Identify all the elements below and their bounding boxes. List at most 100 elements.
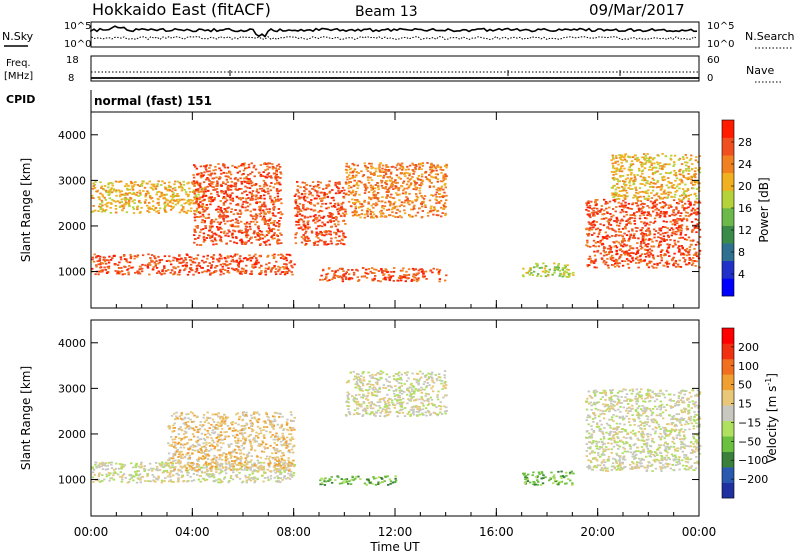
echo-cell <box>415 195 418 198</box>
echo-cell <box>432 213 435 216</box>
echo-cell <box>183 210 186 213</box>
echo-cell <box>592 212 595 214</box>
echo-cell <box>653 228 656 231</box>
echo-cell <box>345 162 348 165</box>
echo-cell <box>415 199 418 202</box>
echo-cell <box>592 260 595 263</box>
echo-cell <box>369 270 372 273</box>
echo-cell <box>263 183 266 186</box>
echo-cell <box>379 280 382 283</box>
echo-cell <box>344 223 347 225</box>
echo-cell <box>309 201 312 204</box>
echo-cell <box>351 191 355 194</box>
echo-cell <box>277 265 280 268</box>
echo-cell <box>411 169 414 171</box>
echo-cell <box>184 258 187 261</box>
echo-cell <box>671 223 674 226</box>
echo-cell <box>202 215 205 218</box>
echo-cell <box>674 223 677 226</box>
echo-cell <box>241 197 245 199</box>
echo-cell <box>616 183 619 185</box>
echo-cell <box>336 243 340 245</box>
echo-cell <box>421 162 425 164</box>
echo-cell <box>196 226 199 229</box>
echo-cell <box>287 459 290 462</box>
echo-cell <box>619 174 622 177</box>
echo-cell <box>694 176 697 179</box>
echo-cell <box>309 184 312 187</box>
echo-cell <box>375 202 378 205</box>
echo-cell <box>267 224 270 227</box>
echo-cell <box>253 477 257 480</box>
echo-cell <box>210 443 214 446</box>
echo-cell <box>387 190 390 193</box>
echo-cell <box>206 265 210 267</box>
echo-cell <box>628 207 631 210</box>
echo-cell <box>177 456 180 458</box>
echo-cell <box>618 180 622 183</box>
echo-cell <box>322 188 325 190</box>
echo-cell <box>317 232 321 235</box>
echo-cell <box>277 470 280 473</box>
echo-cell <box>253 262 257 265</box>
echo-cell <box>643 248 647 251</box>
echo-cell <box>147 253 150 256</box>
echo-cell <box>377 270 381 272</box>
echo-cell <box>236 476 239 478</box>
echo-cell <box>381 196 384 198</box>
echo-cell <box>642 177 646 180</box>
echo-cell <box>229 263 232 265</box>
echo-cell <box>273 196 277 199</box>
echo-cell <box>192 273 195 276</box>
echo-cell <box>194 190 197 193</box>
echo-cell <box>313 188 316 191</box>
echo-cell <box>255 464 258 466</box>
echo-cell <box>215 233 218 236</box>
echo-cell <box>294 233 297 236</box>
echo-cell <box>275 432 278 435</box>
nsky-tick-bottom: 10^0 <box>64 39 91 50</box>
echo-cell <box>208 473 212 476</box>
echo-cell <box>693 209 697 212</box>
echo-cell <box>601 236 605 238</box>
echo-cell <box>341 280 345 283</box>
echo-cell <box>325 230 329 233</box>
echo-cell <box>157 201 160 204</box>
echo-cell <box>353 168 357 171</box>
colorbar-tick-label: 4 <box>738 268 745 281</box>
echo-cell <box>616 186 619 189</box>
echo-cell <box>673 242 677 245</box>
echo-cell <box>209 272 212 275</box>
echo-cell <box>384 215 387 217</box>
echo-cell <box>302 205 305 208</box>
echo-cell <box>351 211 354 214</box>
echo-cell <box>647 250 650 253</box>
echo-cell <box>250 428 254 430</box>
echo-cell <box>224 260 228 263</box>
echo-cell <box>273 418 276 421</box>
echo-cell <box>678 183 681 185</box>
echo-cell <box>356 164 359 167</box>
echo-cell <box>567 273 571 276</box>
echo-cell <box>536 264 539 267</box>
echo-cell <box>170 269 174 271</box>
echo-cell <box>380 209 383 212</box>
echo-cell <box>270 222 273 224</box>
echo-cell <box>292 459 295 462</box>
echo-cell <box>300 218 304 221</box>
echo-cell <box>634 186 637 189</box>
echo-cell <box>384 171 387 173</box>
echo-cell <box>273 207 276 209</box>
echo-cell <box>693 203 696 206</box>
echo-cell <box>342 196 346 199</box>
colorbar-bin <box>722 155 734 174</box>
echo-cell <box>557 264 560 267</box>
echo-cell <box>385 197 388 199</box>
echo-cell <box>303 186 306 189</box>
echo-cell <box>237 225 240 228</box>
echo-cell <box>214 479 218 482</box>
echo-cell <box>224 175 227 178</box>
echo-cell <box>553 262 556 265</box>
echo-cell <box>213 237 217 240</box>
echo-cell <box>315 227 318 230</box>
